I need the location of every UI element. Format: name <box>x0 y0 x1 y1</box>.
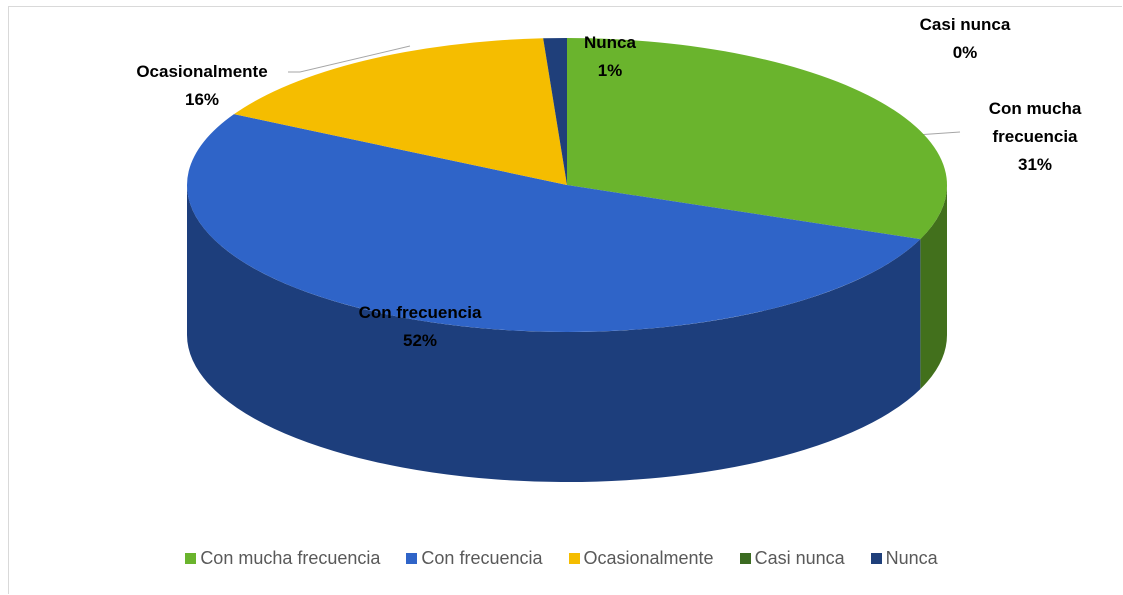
pie-slice <box>234 38 567 185</box>
legend-label: Casi nunca <box>754 548 845 568</box>
legend: Con mucha frecuencia Con frecuencia Ocasio… <box>0 548 1123 569</box>
legend-item: Con frecuencia <box>406 548 543 569</box>
pie-side <box>186 185 921 483</box>
data-label-value: 1% <box>597 61 623 80</box>
legend-item: Ocasionalmente <box>568 548 714 569</box>
data-label-category: Nunca <box>584 33 636 52</box>
pie-slice <box>543 38 567 185</box>
chart-frame <box>8 6 1122 594</box>
pie-side <box>920 185 947 390</box>
legend-label: Nunca <box>885 548 938 568</box>
data-label-category: Casi nunca <box>919 15 1011 34</box>
data-label: Nunca 1% <box>525 29 695 85</box>
data-label-category: Con frecuencia <box>358 303 482 322</box>
pie-tops <box>187 38 948 332</box>
legend-item: Nunca <box>870 548 938 569</box>
data-label: Con mucha frecuencia 31% <box>950 95 1120 179</box>
legend-swatch <box>185 553 197 564</box>
data-label-category: Con mucha frecuencia <box>988 99 1082 146</box>
legend-swatch <box>406 553 418 564</box>
legend-label: Con frecuencia <box>421 548 543 568</box>
legend-item: Con mucha frecuencia <box>185 548 380 569</box>
legend-item: Casi nunca <box>739 548 845 569</box>
data-label: Ocasionalmente 16% <box>117 58 287 114</box>
legend-label: Con mucha frecuencia <box>200 548 381 568</box>
legend-swatch <box>568 553 580 564</box>
data-label: Con frecuencia 52% <box>335 299 505 355</box>
pie-slice <box>567 38 948 240</box>
data-label-value: 52% <box>402 331 438 350</box>
leader-line <box>288 45 411 73</box>
legend-label: Ocasionalmente <box>583 548 714 568</box>
data-label: Casi nunca 0% <box>880 11 1050 67</box>
legend-swatch <box>870 553 882 564</box>
legend-swatch <box>739 553 751 564</box>
data-label-value: 0% <box>952 43 978 62</box>
pie-sides <box>186 185 947 483</box>
data-label-category: Ocasionalmente <box>136 62 268 81</box>
data-label-value: 31% <box>1017 155 1053 174</box>
pie-slice <box>187 114 921 332</box>
data-label-value: 16% <box>184 90 220 109</box>
